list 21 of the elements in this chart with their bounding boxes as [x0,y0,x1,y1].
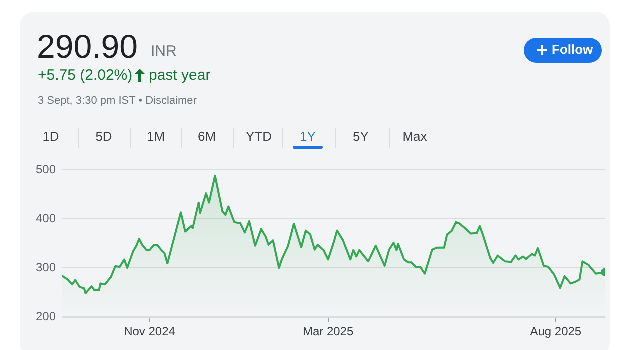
text: 5D [96,129,112,144]
x-tick-label: Nov 2024 [124,324,176,339]
text: 1D [42,129,60,144]
text: 1Y [300,129,316,144]
x-tick-label: Aug 2025 [530,324,582,339]
text: Max [402,129,428,144]
text: YTD [246,129,272,144]
y-tick-label: 200 [36,309,56,324]
text: INR [151,43,177,60]
text: +5.75 (2.02%) [38,67,133,84]
text: 5Y [353,129,369,144]
y-tick-label: 300 [36,260,56,274]
text: 3 Sept, 3:30 pm IST • Disclaimer [38,95,197,107]
y-tick-label: 400 [36,211,56,226]
chart-title: 290.90 [37,28,138,66]
x-tick-label: Mar 2025 [302,324,354,339]
text: 6M [198,129,216,144]
y-tick-label: 500 [36,162,56,176]
text: past year [149,67,211,84]
text: Follow [552,42,594,57]
text: 1M [146,129,166,144]
